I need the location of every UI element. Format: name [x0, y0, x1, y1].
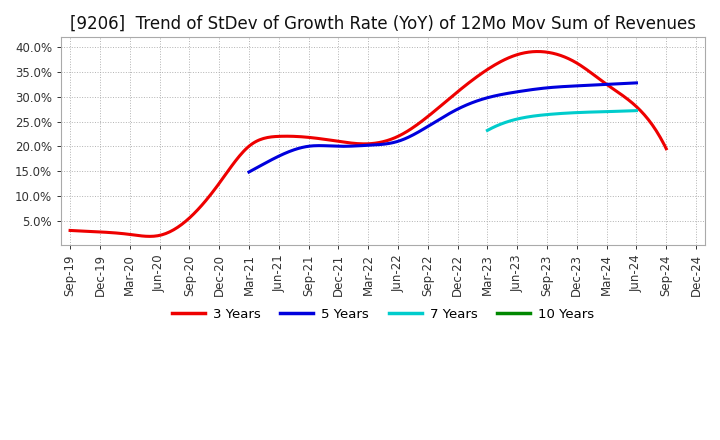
- Legend: 3 Years, 5 Years, 7 Years, 10 Years: 3 Years, 5 Years, 7 Years, 10 Years: [166, 302, 600, 326]
- Title: [9206]  Trend of StDev of Growth Rate (YoY) of 12Mo Mov Sum of Revenues: [9206] Trend of StDev of Growth Rate (Yo…: [70, 15, 696, 33]
